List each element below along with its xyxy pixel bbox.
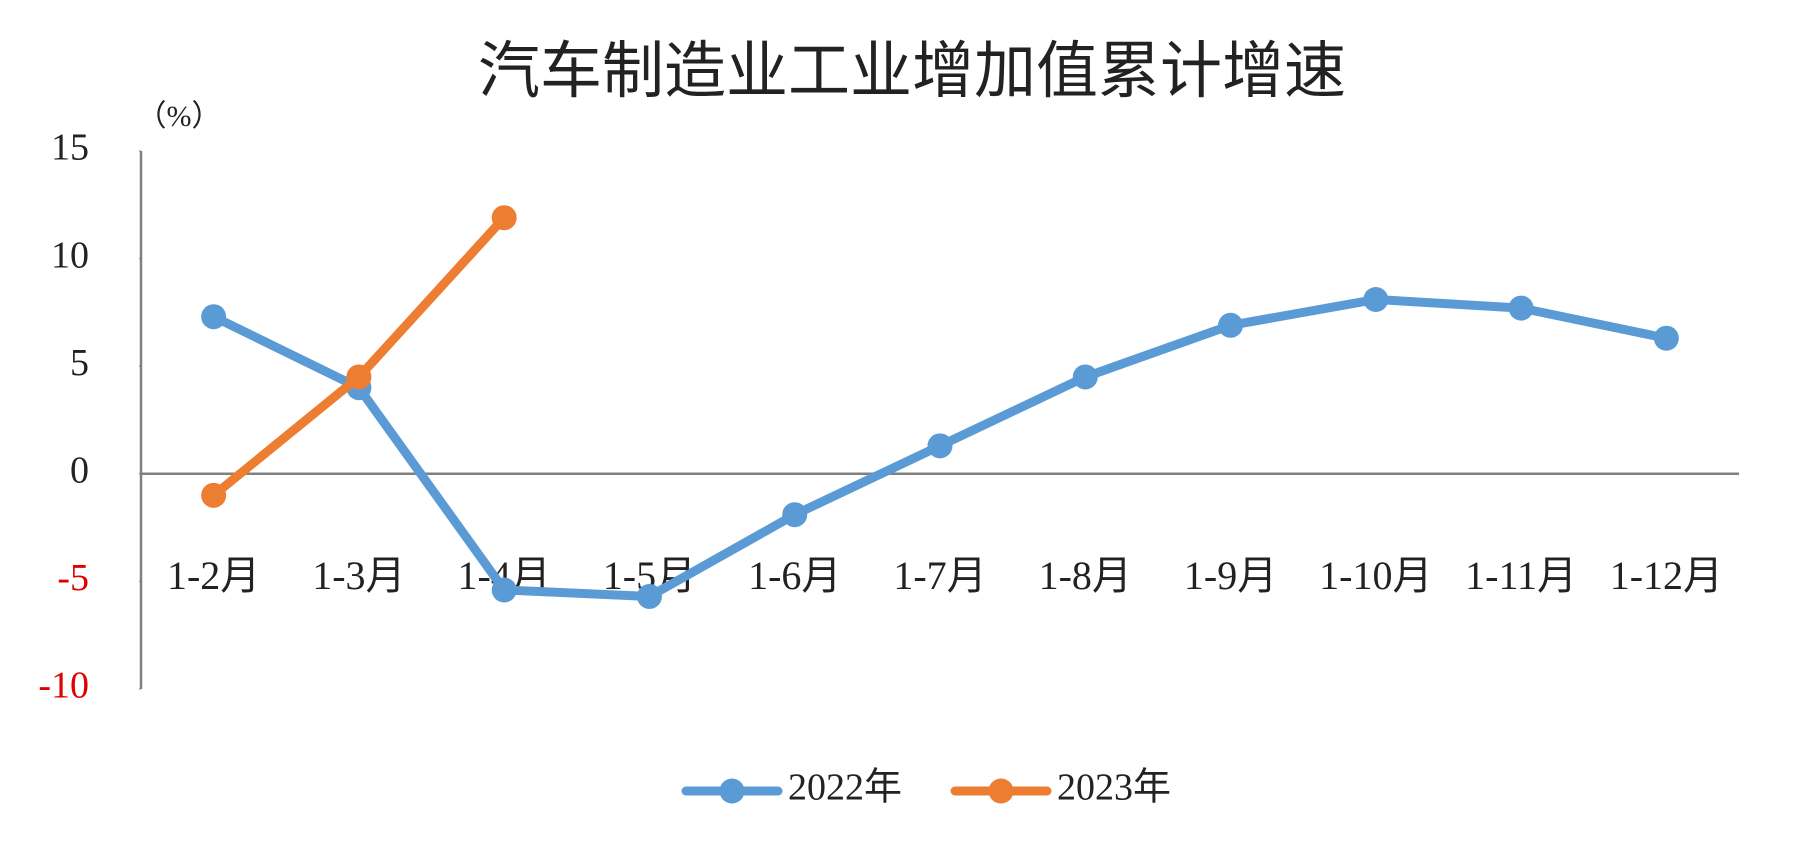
y-tick-label: 5 (70, 342, 89, 384)
legend-label: 2023年 (1057, 767, 1171, 809)
x-tick-label: 1-2月 (167, 553, 260, 598)
x-tick-label: 1-12月 (1610, 553, 1723, 598)
y-tick-label: -10 (38, 665, 89, 707)
data-point (1363, 286, 1389, 312)
x-tick-label: 1-9月 (1184, 553, 1277, 598)
x-tick-label: 1-7月 (893, 553, 986, 598)
data-point (1508, 295, 1534, 321)
data-point (491, 205, 517, 231)
data-point (346, 364, 372, 390)
data-point (201, 304, 227, 330)
x-tick-label: 1-3月 (312, 553, 405, 598)
data-point (491, 577, 517, 603)
legend-marker (719, 778, 745, 804)
data-point (636, 583, 662, 609)
y-tick-label: 10 (51, 234, 89, 276)
y-unit-label: （%） (137, 100, 222, 133)
y-tick-label: 0 (70, 450, 89, 492)
series-line (209, 213, 509, 500)
y-tick-label: -5 (57, 557, 89, 599)
data-point (1218, 312, 1244, 338)
data-point (927, 433, 953, 459)
x-tick-label: 1-11月 (1465, 553, 1577, 598)
x-tick-label: 1-6月 (748, 553, 841, 598)
data-point (782, 502, 808, 528)
y-tick-label: 15 (51, 127, 89, 169)
chart-title: 汽车制造业工业增加值累计增速 (478, 38, 1346, 106)
data-point (201, 482, 227, 508)
x-tick-label: 1-10月 (1319, 553, 1432, 598)
legend-marker (988, 778, 1014, 804)
legend-label: 2022年 (788, 767, 902, 809)
data-point (1653, 325, 1679, 351)
x-tick-label: 1-8月 (1039, 553, 1132, 598)
data-point (1072, 364, 1098, 390)
